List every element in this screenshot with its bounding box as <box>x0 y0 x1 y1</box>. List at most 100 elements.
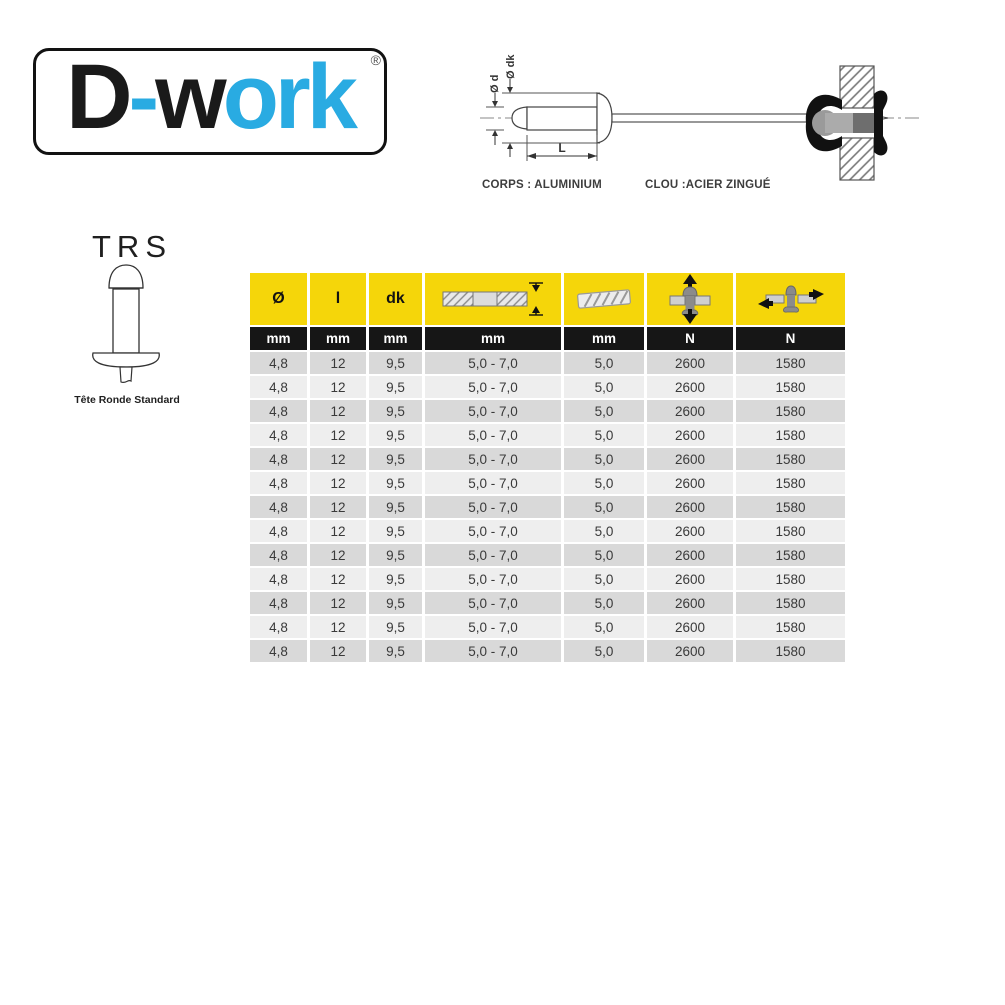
table-cell: 9,5 <box>369 640 422 662</box>
table-row: 4,8 12 9,5 5,0 - 7,0 5,0 2600 1580 <box>250 376 845 398</box>
table-cell: 2600 <box>647 352 733 374</box>
table-cell: 5,0 - 7,0 <box>425 568 561 590</box>
table-cell: 5,0 - 7,0 <box>425 616 561 638</box>
shear-strength-icon <box>757 285 824 313</box>
table-cell: 9,5 <box>369 400 422 422</box>
table-cell: 12 <box>310 400 366 422</box>
table-cell: 5,0 <box>564 400 644 422</box>
table-cell: 9,5 <box>369 616 422 638</box>
table-cell: 12 <box>310 520 366 542</box>
rivet-product-drawing <box>65 262 190 390</box>
table-cell: 1580 <box>736 592 845 614</box>
table-row: 4,8 12 9,5 5,0 - 7,0 5,0 2600 1580 <box>250 640 845 662</box>
col-shear-strength-header <box>736 273 845 325</box>
table-row: 4,8 12 9,5 5,0 - 7,0 5,0 2600 1580 <box>250 448 845 470</box>
logo-hyphen: - <box>128 45 160 148</box>
tensile-strength-icon <box>669 274 711 324</box>
col-clamping-range-header <box>425 273 561 325</box>
table-cell: 1580 <box>736 352 845 374</box>
table-cell: 5,0 - 7,0 <box>425 544 561 566</box>
table-cell: 2600 <box>647 496 733 518</box>
drill-diameter-icon <box>577 289 631 309</box>
table-cell: 2600 <box>647 544 733 566</box>
table-cell: 5,0 <box>564 592 644 614</box>
unit-cell: mm <box>310 327 366 350</box>
table-cell: 4,8 <box>250 448 307 470</box>
product-code: TRS <box>92 229 172 264</box>
unit-cell: mm <box>564 327 644 350</box>
unit-cell: N <box>647 327 733 350</box>
table-cell: 5,0 - 7,0 <box>425 400 561 422</box>
table-units-row: mm mm mm mm mm N N <box>250 327 845 350</box>
nail-material-label: CLOU :ACIER ZINGUÉ <box>645 179 771 191</box>
table-cell: 2600 <box>647 568 733 590</box>
table-cell: 5,0 - 7,0 <box>425 520 561 542</box>
table-cell: 12 <box>310 352 366 374</box>
col-drill-diameter-header <box>564 273 644 325</box>
logo-letter-w: w <box>155 45 227 148</box>
table-cell: 5,0 - 7,0 <box>425 424 561 446</box>
table-cell: 2600 <box>647 472 733 494</box>
table-cell: 5,0 - 7,0 <box>425 376 561 398</box>
col-diameter-header: Ø <box>250 273 307 325</box>
table-cell: 5,0 <box>564 496 644 518</box>
table-cell: 4,8 <box>250 424 307 446</box>
table-cell: 5,0 <box>564 376 644 398</box>
table-cell: 1580 <box>736 616 845 638</box>
table-cell: 2600 <box>647 640 733 662</box>
table-row: 4,8 12 9,5 5,0 - 7,0 5,0 2600 1580 <box>250 544 845 566</box>
table-cell: 1580 <box>736 400 845 422</box>
table-cell: 2600 <box>647 520 733 542</box>
table-cell: 1580 <box>736 424 845 446</box>
brand-logo: D-work ® <box>33 48 387 155</box>
table-cell: 4,8 <box>250 544 307 566</box>
table-cell: 5,0 - 7,0 <box>425 352 561 374</box>
table-cell: 5,0 <box>564 520 644 542</box>
table-row: 4,8 12 9,5 5,0 - 7,0 5,0 2600 1580 <box>250 520 845 542</box>
table-cell: 4,8 <box>250 592 307 614</box>
table-cell: 1580 <box>736 472 845 494</box>
table-cell: 5,0 <box>564 640 644 662</box>
installed-rivet-illustration <box>800 50 990 185</box>
table-cell: 5,0 - 7,0 <box>425 496 561 518</box>
table-cell: 12 <box>310 376 366 398</box>
table-cell: 5,0 <box>564 448 644 470</box>
table-row: 4,8 12 9,5 5,0 - 7,0 5,0 2600 1580 <box>250 472 845 494</box>
logo-letters-ork: ork <box>222 45 358 148</box>
table-cell: 2600 <box>647 592 733 614</box>
table-cell: 4,8 <box>250 616 307 638</box>
spec-table: Ø l dk <box>247 271 848 664</box>
materials-line: CORPS : ALUMINIUM CLOU :ACIER ZINGUÉ <box>460 179 930 195</box>
diameter-d-label: Ø d <box>489 75 501 93</box>
table-row: 4,8 12 9,5 5,0 - 7,0 5,0 2600 1580 <box>250 424 845 446</box>
installed-rivet-drawing <box>805 65 888 181</box>
table-cell: 2600 <box>647 448 733 470</box>
table-header-icons-row: Ø l dk <box>250 273 845 325</box>
table-cell: 9,5 <box>369 592 422 614</box>
table-cell: 12 <box>310 496 366 518</box>
table-cell: 9,5 <box>369 448 422 470</box>
col-head-diameter-header: dk <box>369 273 422 325</box>
table-cell: 5,0 <box>564 568 644 590</box>
table-cell: 5,0 - 7,0 <box>425 592 561 614</box>
unit-cell: mm <box>425 327 561 350</box>
table-cell: 5,0 <box>564 616 644 638</box>
product-caption: Tête Ronde Standard <box>74 394 180 406</box>
table-cell: 1580 <box>736 376 845 398</box>
table-cell: 1580 <box>736 544 845 566</box>
table-row: 4,8 12 9,5 5,0 - 7,0 5,0 2600 1580 <box>250 400 845 422</box>
logo-letter-d: D <box>66 45 132 148</box>
table-body: 4,8 12 9,5 5,0 - 7,0 5,0 2600 1580 4,8 12 9,5 5,0 … <box>250 352 845 662</box>
table-cell: 9,5 <box>369 376 422 398</box>
table-cell: 12 <box>310 568 366 590</box>
table-cell: 9,5 <box>369 544 422 566</box>
rivet-front-view-drawing <box>92 264 160 384</box>
table-cell: 2600 <box>647 376 733 398</box>
table-cell: 4,8 <box>250 472 307 494</box>
unit-cell: mm <box>250 327 307 350</box>
table-cell: 12 <box>310 592 366 614</box>
brand-logo-text: D-work <box>66 51 358 153</box>
table-cell: 4,8 <box>250 376 307 398</box>
table-cell: 12 <box>310 616 366 638</box>
